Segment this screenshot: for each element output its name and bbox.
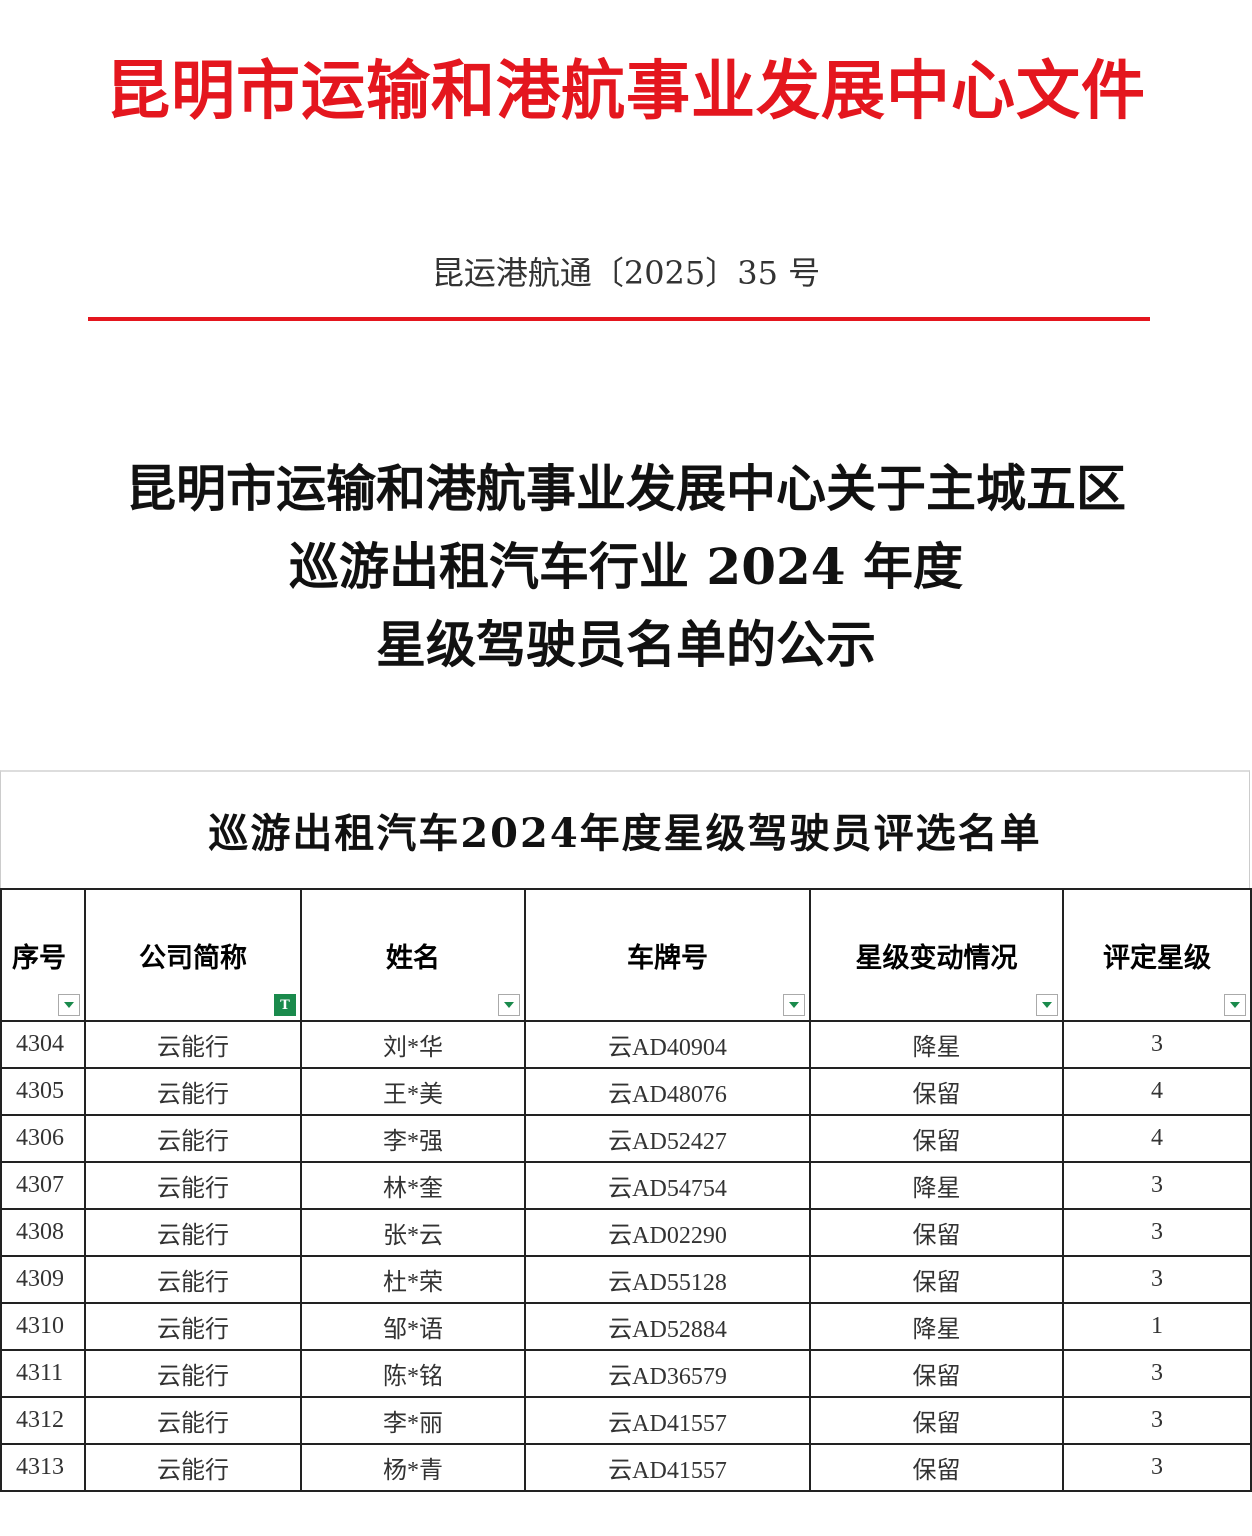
driver-name-cell[interactable]: 邹*语 — [300, 1302, 526, 1351]
star-rating-cell[interactable]: 3 — [1062, 1396, 1252, 1445]
driver-name-cell[interactable]: 杜*荣 — [300, 1255, 526, 1304]
filter-dropdown-icon[interactable] — [1224, 994, 1246, 1016]
company-cell[interactable]: 云能行 — [84, 1255, 302, 1304]
filter-dropdown-icon[interactable] — [1036, 994, 1058, 1016]
column-header: 序号 — [0, 888, 86, 1022]
row-number-cell[interactable]: 4309 — [0, 1255, 86, 1304]
company-cell[interactable]: 云能行 — [84, 1349, 302, 1398]
driver-name-cell[interactable]: 杨*青 — [300, 1443, 526, 1492]
notice-title-line: 星级驾驶员名单的公示 — [376, 615, 876, 674]
issuer-header: 昆明市运输和港航事业发展中心文件 — [106, 54, 1146, 129]
driver-name-cell[interactable]: 李*强 — [300, 1114, 526, 1163]
company-cell[interactable]: 云能行 — [84, 1302, 302, 1351]
star-change-cell[interactable]: 保留 — [809, 1208, 1064, 1257]
company-cell[interactable]: 云能行 — [84, 1114, 302, 1163]
column-header: 星级变动情况 — [809, 888, 1064, 1022]
document-number: 昆运港航通〔2025〕35 号 — [431, 254, 821, 292]
table-row: 4307 云能行 林*奎 云AD54754 降星 3 — [0, 1161, 1252, 1210]
notice-title-line: 巡游出租汽车行业 2024 年度 — [289, 537, 963, 596]
plate-number-cell[interactable]: 云AD40904 — [524, 1020, 811, 1069]
star-change-cell[interactable]: 降星 — [809, 1302, 1064, 1351]
filter-dropdown-icon[interactable] — [498, 994, 520, 1016]
star-rating-cell[interactable]: 3 — [1062, 1208, 1252, 1257]
company-cell[interactable]: 云能行 — [84, 1208, 302, 1257]
row-number-cell[interactable]: 4308 — [0, 1208, 86, 1257]
row-number-cell[interactable]: 4307 — [0, 1161, 86, 1210]
company-cell[interactable]: 云能行 — [84, 1067, 302, 1116]
star-rating-cell[interactable]: 1 — [1062, 1302, 1252, 1351]
row-number-cell[interactable]: 4304 — [0, 1020, 86, 1069]
driver-name-cell[interactable]: 刘*华 — [300, 1020, 526, 1069]
plate-number-cell[interactable]: 云AD41557 — [524, 1443, 811, 1492]
table-row: 4308 云能行 张*云 云AD02290 保留 3 — [0, 1208, 1252, 1257]
star-change-cell[interactable]: 保留 — [809, 1443, 1064, 1492]
table-row: 4311 云能行 陈*铭 云AD36579 保留 3 — [0, 1349, 1252, 1398]
star-change-cell[interactable]: 保留 — [809, 1255, 1064, 1304]
active-filter-icon[interactable]: T — [274, 994, 296, 1016]
plate-number-cell[interactable]: 云AD41557 — [524, 1396, 811, 1445]
column-header-label: 序号 — [12, 942, 66, 974]
row-number-cell[interactable]: 4306 — [0, 1114, 86, 1163]
driver-name-cell[interactable]: 陈*铭 — [300, 1349, 526, 1398]
star-change-cell[interactable]: 保留 — [809, 1349, 1064, 1398]
column-header: 评定星级 — [1062, 888, 1252, 1022]
column-header-label: 公司简称 — [139, 942, 247, 974]
star-rating-cell[interactable]: 4 — [1062, 1114, 1252, 1163]
star-change-cell[interactable]: 保留 — [809, 1396, 1064, 1445]
column-header-label: 星级变动情况 — [855, 942, 1018, 974]
star-rating-cell[interactable]: 4 — [1062, 1067, 1252, 1116]
star-rating-cell[interactable]: 3 — [1062, 1255, 1252, 1304]
table-row: 4304 云能行 刘*华 云AD40904 降星 3 — [0, 1020, 1252, 1069]
filter-dropdown-icon[interactable] — [58, 994, 80, 1016]
star-change-cell[interactable]: 降星 — [809, 1020, 1064, 1069]
table-row: 4305 云能行 王*美 云AD48076 保留 4 — [0, 1067, 1252, 1116]
row-number-cell[interactable]: 4312 — [0, 1396, 86, 1445]
column-header: 姓名 — [300, 888, 526, 1022]
row-number-cell[interactable]: 4305 — [0, 1067, 86, 1116]
sheet-title: 巡游出租汽车2024年度星级驾驶员评选名单 — [0, 770, 1250, 888]
star-rating-cell[interactable]: 3 — [1062, 1161, 1252, 1210]
column-header-label: 姓名 — [386, 942, 440, 974]
star-rating-cell[interactable]: 3 — [1062, 1349, 1252, 1398]
driver-name-cell[interactable]: 张*云 — [300, 1208, 526, 1257]
row-number-cell[interactable]: 4313 — [0, 1443, 86, 1492]
driver-table: 序号 公司简称 T 姓名 车牌号 星级变动情况 评定星级 4304 云能行 刘*华 云AD4090… — [0, 888, 1252, 1492]
plate-number-cell[interactable]: 云AD54754 — [524, 1161, 811, 1210]
plate-number-cell[interactable]: 云AD55128 — [524, 1255, 811, 1304]
plate-number-cell[interactable]: 云AD36579 — [524, 1349, 811, 1398]
spreadsheet: 巡游出租汽车2024年度星级驾驶员评选名单 序号 公司简称 T 姓名 车牌号 星级变动情况… — [0, 770, 1252, 1492]
column-header: 公司简称 T — [84, 888, 302, 1022]
table-row: 4312 云能行 李*丽 云AD41557 保留 3 — [0, 1396, 1252, 1445]
row-number-cell[interactable]: 4311 — [0, 1349, 86, 1398]
table-row: 4310 云能行 邹*语 云AD52884 降星 1 — [0, 1302, 1252, 1351]
plate-number-cell[interactable]: 云AD52427 — [524, 1114, 811, 1163]
plate-number-cell[interactable]: 云AD52884 — [524, 1302, 811, 1351]
column-header-label: 评定星级 — [1103, 942, 1211, 974]
column-header: 车牌号 — [524, 888, 811, 1022]
star-change-cell[interactable]: 保留 — [809, 1114, 1064, 1163]
row-number-cell[interactable]: 4310 — [0, 1302, 86, 1351]
table-row: 4309 云能行 杜*荣 云AD55128 保留 3 — [0, 1255, 1252, 1304]
notice-title-line: 昆明市运输和港航事业发展中心关于主城五区 — [126, 459, 1126, 518]
star-change-cell[interactable]: 降星 — [809, 1161, 1064, 1210]
driver-name-cell[interactable]: 李*丽 — [300, 1396, 526, 1445]
company-cell[interactable]: 云能行 — [84, 1396, 302, 1445]
table-row: 4306 云能行 李*强 云AD52427 保留 4 — [0, 1114, 1252, 1163]
plate-number-cell[interactable]: 云AD48076 — [524, 1067, 811, 1116]
notice-title: 昆明市运输和港航事业发展中心关于主城五区 巡游出租汽车行业 2024 年度 星级… — [0, 450, 1252, 684]
driver-name-cell[interactable]: 林*奎 — [300, 1161, 526, 1210]
red-divider — [88, 317, 1150, 321]
plate-number-cell[interactable]: 云AD02290 — [524, 1208, 811, 1257]
company-cell[interactable]: 云能行 — [84, 1020, 302, 1069]
company-cell[interactable]: 云能行 — [84, 1443, 302, 1492]
company-cell[interactable]: 云能行 — [84, 1161, 302, 1210]
star-change-cell[interactable]: 保留 — [809, 1067, 1064, 1116]
star-rating-cell[interactable]: 3 — [1062, 1443, 1252, 1492]
column-header-label: 车牌号 — [627, 942, 708, 974]
driver-name-cell[interactable]: 王*美 — [300, 1067, 526, 1116]
table-row: 4313 云能行 杨*青 云AD41557 保留 3 — [0, 1443, 1252, 1492]
filter-dropdown-icon[interactable] — [783, 994, 805, 1016]
star-rating-cell[interactable]: 3 — [1062, 1020, 1252, 1069]
